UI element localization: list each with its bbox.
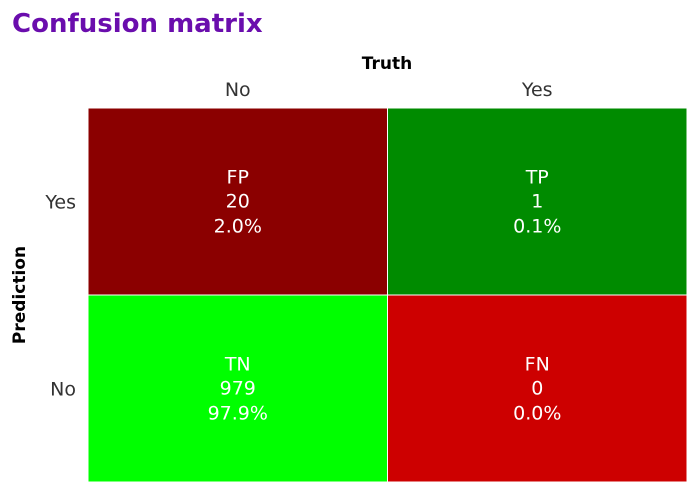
cell-rect <box>387 107 688 296</box>
cell-count: 979 <box>220 378 256 400</box>
cell-label: TP <box>525 167 549 189</box>
cell-percent: 0.0% <box>513 403 561 425</box>
cell-count: 20 <box>226 191 250 213</box>
heatmap-cell: TP1 0.1% <box>387 107 688 296</box>
x-tick-label: Yes <box>521 79 553 101</box>
cell-percent: 97.9% <box>208 403 268 425</box>
chart-title: Confusion matrix <box>12 9 263 39</box>
cell-count: 0 <box>531 378 543 400</box>
x-axis-title: Truth <box>362 54 412 74</box>
y-tick-label: No <box>50 379 76 401</box>
x-tick-labels: No Yes <box>225 79 553 101</box>
heatmap-cell: FN0 0.0% <box>387 294 688 483</box>
x-tick-label: No <box>225 79 251 101</box>
cell-label: TN <box>224 354 251 376</box>
y-tick-label: Yes <box>44 192 76 214</box>
cell-label: FN <box>525 354 550 376</box>
y-tick-labels: Yes No <box>44 192 76 401</box>
cell-rect <box>87 107 388 296</box>
cell-rect <box>387 294 688 483</box>
y-axis-title: Prediction <box>10 246 30 344</box>
cell-percent: 2.0% <box>214 216 262 238</box>
cell-percent: 0.1% <box>513 216 561 238</box>
cell-rect <box>87 294 388 483</box>
cell-count: 1 <box>531 191 543 213</box>
cell-label: FP <box>227 167 249 189</box>
